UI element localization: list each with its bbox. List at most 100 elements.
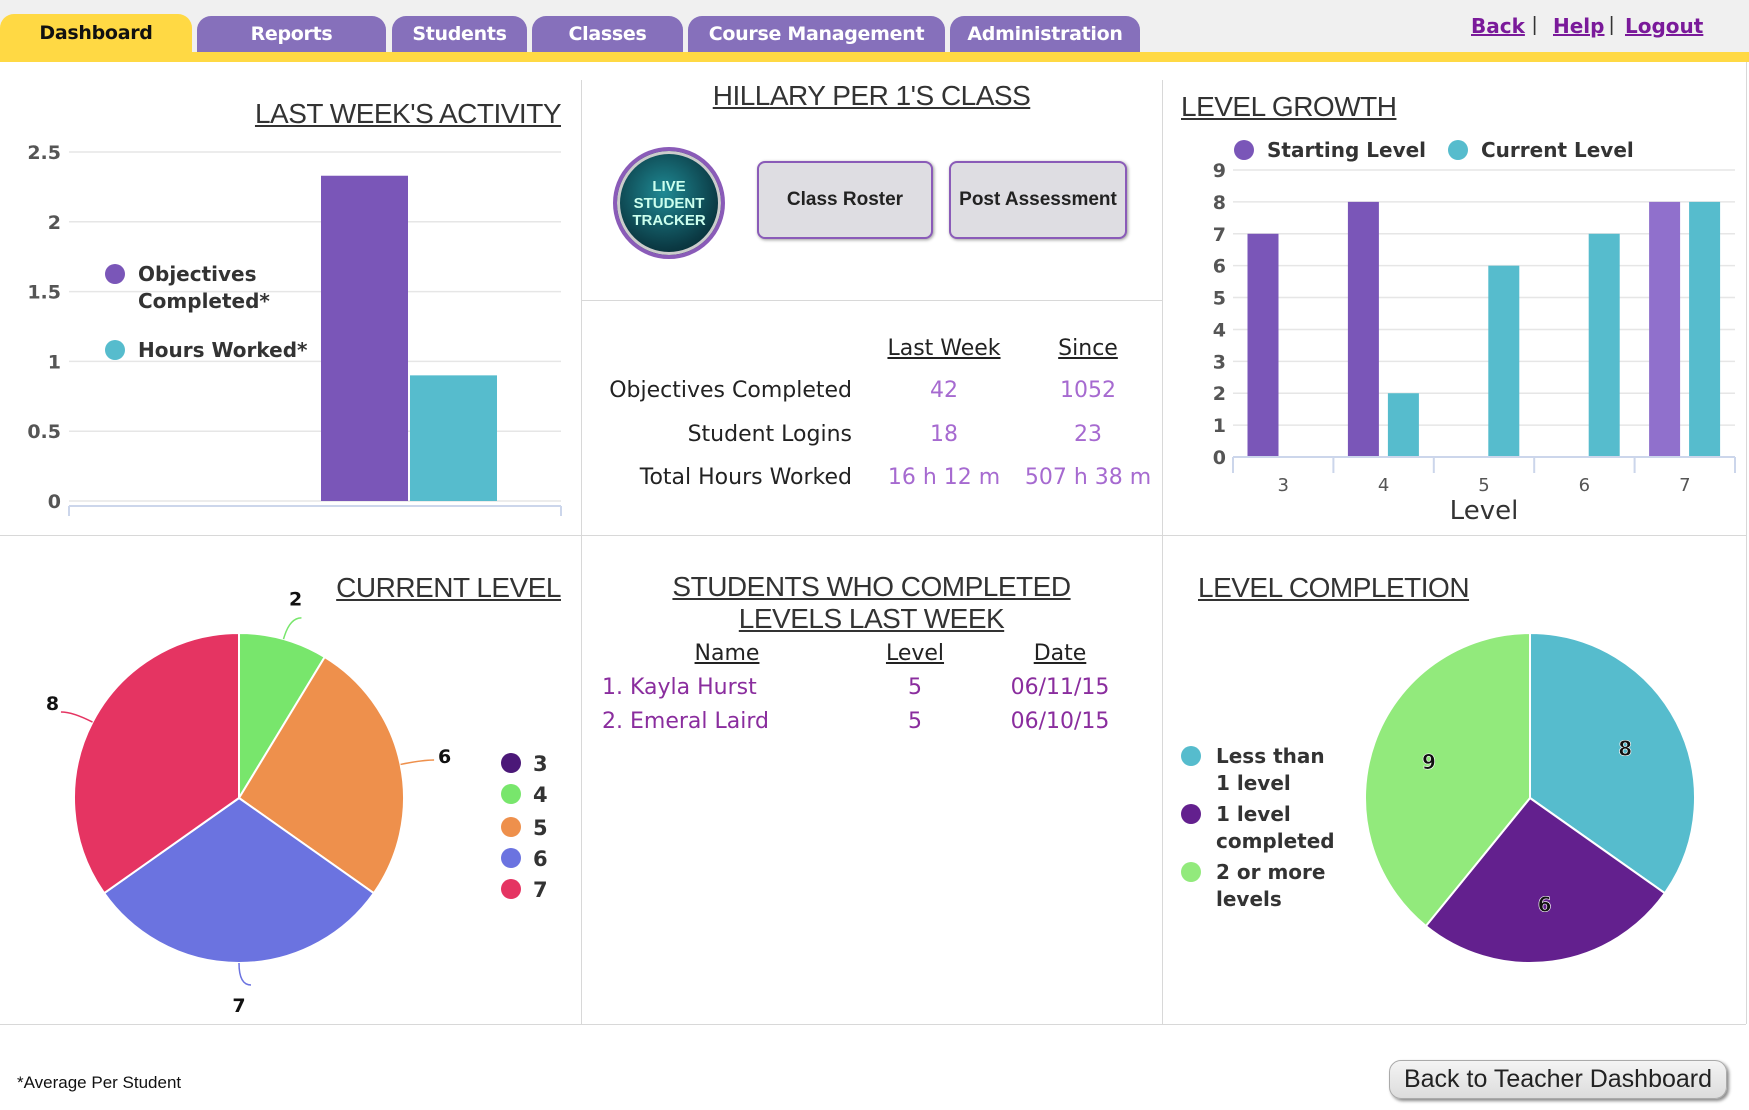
bar-current-level-4 xyxy=(1387,393,1419,457)
student-level: 5 xyxy=(908,709,922,734)
current-level-slice xyxy=(73,631,240,895)
legend-dot xyxy=(501,753,521,773)
header-level: Level xyxy=(885,641,945,666)
stat-since: 507 h 38 m xyxy=(1024,465,1152,490)
header-name: Name xyxy=(694,641,760,666)
bar-objectives-completed- xyxy=(321,175,408,501)
stat-last-week: 42 xyxy=(930,378,958,403)
stat-label: Student Logins xyxy=(687,422,852,447)
y-tick-label: 6 xyxy=(1213,256,1226,278)
student-name[interactable]: 1. Kayla Hurst xyxy=(602,675,757,700)
y-tick-label: 0 xyxy=(1213,447,1226,469)
student-date: 06/10/15 xyxy=(1010,709,1110,734)
nav-underline-bar xyxy=(0,52,1749,62)
tab-classes[interactable]: Classes xyxy=(532,16,683,52)
help-link[interactable]: Help xyxy=(1553,14,1605,38)
tab-reports[interactable]: Reports xyxy=(197,16,386,52)
back-link[interactable]: Back xyxy=(1471,14,1525,38)
activity-title: LAST WEEK'S ACTIVITY xyxy=(254,98,562,129)
y-tick-label: 0 xyxy=(48,491,61,513)
legend-label: 4 xyxy=(533,783,548,807)
x-axis-title: Level xyxy=(1450,496,1519,526)
current-level-slice xyxy=(237,655,405,895)
bar-starting-level-7 xyxy=(1649,201,1681,457)
link-separator: | xyxy=(1532,14,1538,36)
stat-label: Objectives Completed xyxy=(609,378,852,403)
tab-students[interactable]: Students xyxy=(392,16,527,52)
footer-divider xyxy=(0,1024,1746,1025)
data-label-connector xyxy=(60,711,93,723)
current-level-pie-chart: 2 6 7 8 3 4 5 6 7 xyxy=(46,589,548,1017)
completed-title-line1: STUDENTS WHO COMPLETED xyxy=(672,571,1071,602)
legend-dot xyxy=(1181,746,1201,766)
data-label: 7 xyxy=(232,995,245,1017)
y-tick-label: 2.5 xyxy=(27,142,61,164)
level-completion-slice xyxy=(1424,796,1667,964)
tab-course-management[interactable]: Course Management xyxy=(688,16,945,52)
y-tick-label: 2 xyxy=(48,212,61,234)
row-divider xyxy=(0,535,1746,536)
data-label-connector xyxy=(238,962,252,986)
data-label: 9 xyxy=(1422,750,1436,774)
bar-hours-worked- xyxy=(410,375,497,501)
legend-dot xyxy=(1181,862,1201,882)
logo-text: LIVE xyxy=(652,177,686,195)
legend-dot xyxy=(501,817,521,837)
legend-label: 7 xyxy=(533,878,548,902)
level-completion-pie-chart: 8 6 9 Less than 1 level 1 level completed 2 or … xyxy=(1181,631,1696,964)
x-tick-label: 5 xyxy=(1478,475,1489,496)
legend-hours-label[interactable]: Hours Worked* xyxy=(138,338,308,362)
current-level-title: CURRENT LEVEL xyxy=(336,572,561,603)
legend-dot xyxy=(501,848,521,868)
legend-dot xyxy=(1448,140,1468,160)
level-completion-slice xyxy=(1364,631,1531,928)
back-to-teacher-dashboard-button[interactable]: Back to Teacher Dashboard xyxy=(1389,1060,1727,1099)
class-roster-button[interactable]: Class Roster xyxy=(757,161,933,239)
y-tick-label: 9 xyxy=(1213,160,1226,182)
data-label: 8 xyxy=(1618,737,1632,761)
x-tick-label: 6 xyxy=(1579,475,1590,496)
y-tick-label: 7 xyxy=(1213,224,1226,246)
live-student-tracker-logo[interactable]: LIVE STUDENT TRACKER xyxy=(613,147,725,259)
data-label: 8 xyxy=(46,693,59,715)
legend-objectives-dot xyxy=(105,264,125,284)
data-label-connector xyxy=(282,617,302,640)
class-title: HILLARY PER 1'S CLASS xyxy=(712,80,1031,111)
stat-since: 1052 xyxy=(1060,378,1116,403)
post-assessment-button[interactable]: Post Assessment xyxy=(949,161,1127,239)
bar-current-level-6 xyxy=(1588,233,1620,457)
header-date: Date xyxy=(1033,641,1087,666)
level-growth-bar-chart: Starting Level Current Level 0 1 2 3 4 5 6 7 8 9 3 4 5… xyxy=(1213,138,1736,526)
student-level: 5 xyxy=(908,675,922,700)
data-label: 6 xyxy=(438,746,451,768)
current-level-slice xyxy=(102,796,376,964)
level-growth-title: LEVEL GROWTH xyxy=(1181,91,1397,122)
tab-dashboard[interactable]: Dashboard xyxy=(0,14,192,52)
x-tick-label: 3 xyxy=(1277,475,1288,496)
header-last-week: Last Week xyxy=(887,336,1001,361)
student-name[interactable]: 2. Emeral Laird xyxy=(602,709,769,734)
y-tick-label: 1.5 xyxy=(27,282,61,304)
page-right-border xyxy=(1746,62,1747,1024)
activity-bar-chart: 0 0.5 1 1.5 2 2.5 xyxy=(27,142,562,516)
legend-label: Current Level xyxy=(1481,138,1634,162)
stat-last-week: 16 h 12 m xyxy=(887,465,1001,490)
legend-label: Starting Level xyxy=(1267,138,1426,162)
logout-link[interactable]: Logout xyxy=(1625,14,1704,38)
legend-label: 2 or more levels xyxy=(1216,860,1325,911)
legend-hours-dot xyxy=(105,340,125,360)
x-tick-label: 4 xyxy=(1378,475,1389,496)
y-tick-label: 2 xyxy=(1213,383,1226,405)
legend-objectives-label[interactable]: Objectives Completed* xyxy=(138,262,270,313)
footnote: *Average Per Student xyxy=(17,1073,182,1092)
legend-label: 1 level completed xyxy=(1216,802,1335,853)
y-tick-label: 3 xyxy=(1213,351,1226,373)
legend-dot xyxy=(1234,140,1254,160)
y-tick-label: 1 xyxy=(1213,415,1226,437)
legend-dot xyxy=(501,784,521,804)
completed-title-line2: LEVELS LAST WEEK xyxy=(738,603,1005,634)
tab-administration[interactable]: Administration xyxy=(950,16,1140,52)
header-since: Since xyxy=(1058,336,1118,361)
y-tick-label: 5 xyxy=(1213,288,1226,310)
legend-dot xyxy=(1181,804,1201,824)
